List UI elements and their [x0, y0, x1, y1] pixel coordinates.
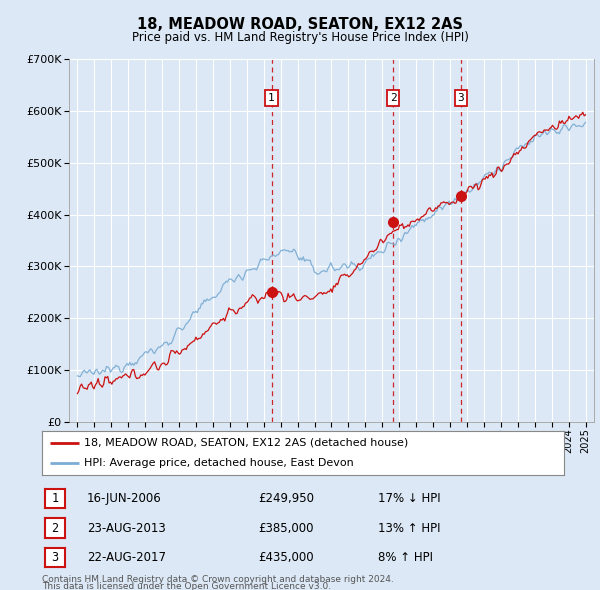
- Text: HPI: Average price, detached house, East Devon: HPI: Average price, detached house, East…: [84, 458, 353, 468]
- Text: Contains HM Land Registry data © Crown copyright and database right 2024.: Contains HM Land Registry data © Crown c…: [42, 575, 394, 584]
- Text: 3: 3: [52, 551, 58, 564]
- Text: 18, MEADOW ROAD, SEATON, EX12 2AS: 18, MEADOW ROAD, SEATON, EX12 2AS: [137, 17, 463, 31]
- Text: 3: 3: [458, 93, 464, 103]
- Text: 23-AUG-2013: 23-AUG-2013: [87, 522, 166, 535]
- Text: 2: 2: [390, 93, 397, 103]
- Text: 16-JUN-2006: 16-JUN-2006: [87, 492, 162, 505]
- Text: 1: 1: [52, 492, 58, 505]
- Text: 18, MEADOW ROAD, SEATON, EX12 2AS (detached house): 18, MEADOW ROAD, SEATON, EX12 2AS (detac…: [84, 438, 408, 448]
- Text: 13% ↑ HPI: 13% ↑ HPI: [378, 522, 440, 535]
- Text: Price paid vs. HM Land Registry's House Price Index (HPI): Price paid vs. HM Land Registry's House …: [131, 31, 469, 44]
- Text: £385,000: £385,000: [258, 522, 314, 535]
- Text: £435,000: £435,000: [258, 551, 314, 564]
- Text: 8% ↑ HPI: 8% ↑ HPI: [378, 551, 433, 564]
- Text: 1: 1: [268, 93, 275, 103]
- Text: 2: 2: [52, 522, 58, 535]
- Text: 22-AUG-2017: 22-AUG-2017: [87, 551, 166, 564]
- Text: 17% ↓ HPI: 17% ↓ HPI: [378, 492, 440, 505]
- Text: This data is licensed under the Open Government Licence v3.0.: This data is licensed under the Open Gov…: [42, 582, 331, 590]
- Text: £249,950: £249,950: [258, 492, 314, 505]
